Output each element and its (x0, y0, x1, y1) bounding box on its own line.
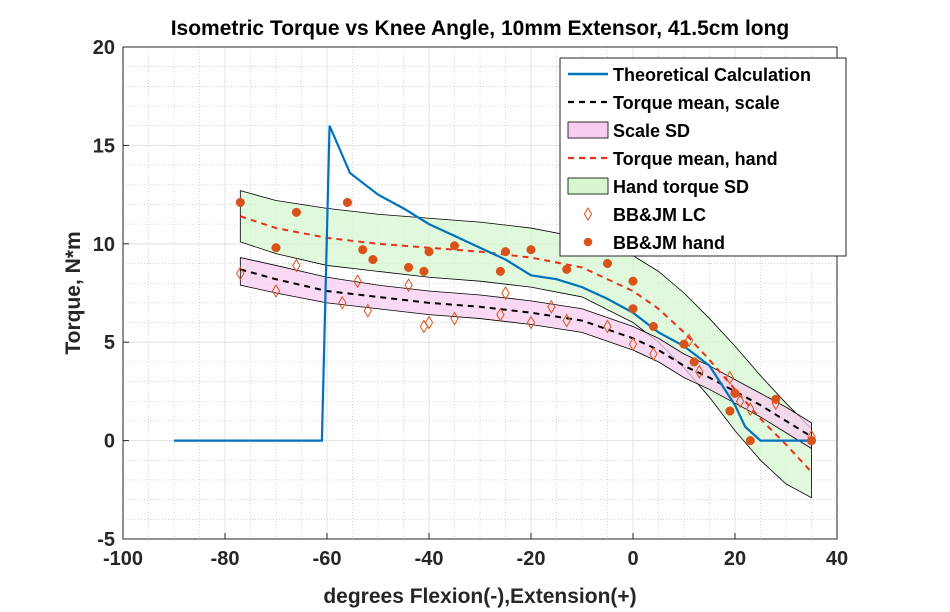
lc-diamond-marker (501, 286, 510, 300)
legend-swatch-hand-dot (583, 237, 593, 247)
x-axis-label: degrees Flexion(-),Extension(+) (323, 585, 636, 608)
x-tick-label: 0 (627, 548, 638, 570)
hand-dot-marker (271, 243, 281, 253)
x-tick-label: -100 (103, 548, 143, 570)
theoretical-line (174, 125, 812, 442)
legend: Theoretical Calculation Torque mean, scal… (559, 57, 847, 257)
hand-dot-marker (679, 339, 689, 349)
hand-dot-marker (745, 436, 755, 446)
legend-label: BB&JM hand (613, 233, 725, 253)
legend-swatch-hand-sd (567, 177, 609, 195)
x-tick-label: -80 (211, 548, 240, 570)
hand-mean-line (239, 215, 813, 473)
lc-diamond-marker (547, 299, 556, 314)
hand-dot-marker (500, 247, 511, 257)
hand-dot-marker (526, 245, 536, 255)
y-tick-label: -5 (97, 529, 115, 551)
y-tick-labels: -5 0 5 10 15 20 (93, 37, 115, 551)
legend-swatch-scale-sd (567, 121, 609, 139)
hand-dot-marker (806, 436, 817, 446)
hand-dot-marker (602, 258, 613, 269)
lc-diamond-marker (649, 347, 658, 361)
x-tick-label: -60 (313, 548, 342, 570)
legend-swatch-lc-diamond (583, 207, 593, 221)
hand-dot-marker (358, 245, 368, 255)
series-lines (174, 125, 813, 473)
hand-dot-marker (342, 197, 352, 208)
scale-sd-band (239, 257, 812, 450)
lc-diamond-marker (450, 311, 459, 326)
lc-diamond-marker (695, 364, 704, 379)
legend-label: BB&JM LC (613, 205, 706, 225)
hand-sd-band (239, 190, 812, 499)
hand-dot-marker (730, 388, 740, 398)
lc-diamond-marker (292, 258, 301, 273)
lc-diamond-marker (338, 295, 347, 310)
hand-dot-marker (235, 197, 245, 208)
lc-diamond-marker (271, 284, 281, 299)
hand-dot-marker (689, 357, 699, 367)
hand-dot-marker (648, 321, 658, 332)
hand-dot-marker (495, 266, 505, 276)
plot-frame (122, 46, 838, 540)
lc-diamond-marker (526, 315, 536, 330)
legend-label: Scale SD (613, 121, 690, 141)
y-tick-label: 10 (93, 234, 115, 256)
legend-items: Theoretical Calculation Torque mean, scal… (567, 65, 811, 253)
lc-diamond-marker (424, 315, 434, 330)
y-tick-label: 15 (93, 135, 115, 157)
y-tick-label: 0 (104, 431, 115, 453)
legend-label: Theoretical Calculation (613, 65, 811, 85)
legend-box (559, 57, 847, 257)
x-tick-label: 40 (826, 548, 848, 570)
lc-diamond-marker (725, 370, 735, 385)
y-axis-label: Torque, N*m (62, 231, 85, 354)
x-tick-label: -20 (517, 548, 546, 570)
lc-diamond-marker (735, 394, 745, 409)
hand-dot-marker (628, 276, 638, 286)
lc-diamond-marker (684, 333, 694, 348)
lc-diamond-marker (603, 319, 612, 334)
lc-diamond-marker (236, 266, 245, 281)
lc-diamond-marker (353, 274, 362, 289)
hand-dot-marker (404, 262, 414, 272)
lc-diamond-marker (628, 337, 638, 352)
hand-dot-marker (562, 264, 572, 274)
x-tick-label: -40 (415, 548, 444, 570)
hand-dot-marker (368, 254, 378, 265)
lc-diamond-marker (746, 402, 755, 417)
sd-bands (239, 190, 812, 499)
hand-dot-marker (419, 266, 429, 276)
hand-dot-marker (771, 394, 781, 404)
lc-diamond-marker (562, 313, 571, 328)
lc-diamond-marker (404, 278, 413, 293)
legend-label: Torque mean, scale (613, 93, 780, 113)
legend-label: Torque mean, hand (613, 149, 778, 169)
y-tick-label: 5 (104, 332, 115, 354)
scale-mean-line (240, 268, 813, 438)
y-tick-label: 20 (93, 37, 115, 59)
hand-dot-marker (449, 241, 460, 251)
data-markers (235, 197, 817, 446)
x-tick-label: 20 (724, 548, 746, 570)
hand-dot-marker (424, 247, 434, 257)
chart-title: Isometric Torque vs Knee Angle, 10mm Ext… (171, 17, 790, 40)
lc-diamond-marker (496, 307, 505, 322)
hand-dot-marker (628, 304, 638, 314)
lc-diamond-marker (363, 303, 372, 318)
hand-dot-marker (291, 207, 301, 217)
x-tick-labels: -100 -80 -60 -40 -20 0 20 40 (103, 548, 848, 570)
legend-label: Hand torque SD (613, 177, 749, 197)
hand-dot-marker (725, 406, 735, 416)
